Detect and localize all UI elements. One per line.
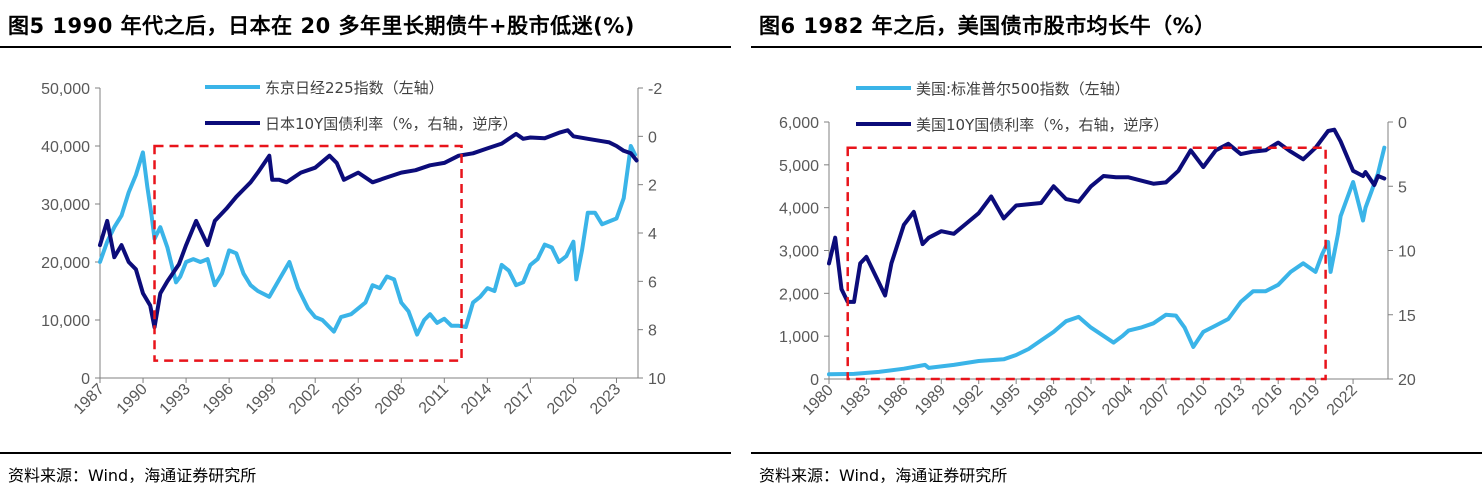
x-tick-label: 1989 [912,382,949,419]
x-tick-label: 2005 [329,381,366,418]
y-left-tick-label: 5,000 [779,158,819,175]
series-line-yield [98,128,639,330]
y-left-tick-label: 4,000 [779,201,819,218]
y-left-tick-label: 50,000 [41,81,90,98]
x-tick-label: 1998 [1024,382,1061,419]
source-note-left: 资料来源：Wind，海通证券研究所 [8,466,257,485]
x-tick-label: 1980 [800,382,837,419]
y-left-tick-label: 3,000 [779,244,819,261]
series-line-index [98,144,638,337]
x-tick-label: 1996 [200,381,237,418]
y-left-tick-label: 20,000 [41,255,90,272]
x-tick-label: 2002 [286,381,323,418]
x-tick-label: 1987 [71,381,108,418]
y-left-tick-label: 0 [81,371,90,388]
y-left-tick-label: 40,000 [41,139,90,156]
y-right-tick-label: 0 [648,129,657,146]
chart-panel-left: 图5 1990 年代之后，日本在 20 多年里长期债牛+股市低迷(%) 50,0… [0,0,731,493]
x-tick-label: 2004 [1099,382,1136,419]
chart-title-left: 图5 1990 年代之后，日本在 20 多年里长期债牛+股市低迷(%) [8,14,635,38]
x-tick-label: 1993 [157,381,194,418]
x-tick-label: 2022 [1324,382,1361,419]
y-right-tick-label: 0 [1398,115,1407,132]
x-tick-label: 2016 [1249,382,1286,419]
legend-label: 东京日经225指数（左轴） [265,79,444,97]
legend-label: 美国:标准普尔500指数（左轴） [916,80,1130,98]
x-tick-label: 2010 [1174,382,1211,419]
legend-label: 美国10Y国债利率（%，右轴，逆序） [916,116,1169,134]
y-left-tick-label: 6,000 [779,115,819,132]
chart-panel-right: 图6 1982 年之后，美国债市股市均长牛（%） 6,000 5,000 4,000… [751,0,1482,493]
y-right-tick-label: 6 [648,274,657,291]
y-left-tick-label: 2,000 [779,286,819,303]
y-left-tick-label: 30,000 [41,197,90,214]
x-tick-label: 2020 [544,381,581,418]
x-tick-label: 1983 [837,382,874,419]
x-tick-label: 2001 [1062,382,1099,419]
x-tick-label: 1986 [875,382,912,419]
x-tick-label: 2007 [1137,382,1174,419]
y-right-tick-label: -2 [648,81,662,98]
x-tick-label: 2017 [501,381,538,418]
x-tick-label: 1995 [987,382,1024,419]
x-tick-label: 2011 [416,381,452,417]
y-right-tick-label: 10 [1398,244,1416,261]
chart-right: 6,0005,0004,0003,0002,0001,0000051015201… [779,80,1416,419]
x-tick-label: 2019 [1286,382,1323,419]
source-rule-left [0,452,731,454]
y-left-tick-label: 0 [810,372,819,389]
y-left-tick-label: 1,000 [779,329,819,346]
x-tick-label: 1999 [243,381,280,418]
legend-label: 日本10Y国债利率（%，右轴，逆序） [265,115,518,133]
series-line-yield [827,127,1387,304]
title-rule-left [0,46,731,48]
x-tick-label: 2013 [1211,382,1248,419]
y-right-tick-label: 10 [648,371,666,388]
x-tick-label: 2014 [458,381,495,418]
y-right-tick-label: 5 [1398,179,1407,196]
highlight-box [153,144,463,362]
y-right-tick-label: 8 [648,323,657,340]
title-rule-right [751,46,1482,48]
source-rule-right [751,452,1482,454]
x-tick-label: 2023 [587,381,624,418]
chart-left: 50,000 40,000 30,000 20,000 10,000 0 -2 0 2 4 6 8 10… [41,79,666,418]
y-right-tick-label: 15 [1398,308,1416,325]
y-right-tick-label: 4 [648,226,657,243]
series-line-index [827,145,1387,377]
y-left-tick-label: 10,000 [41,313,90,330]
x-tick-label: 2008 [372,381,409,418]
source-note-right: 资料来源：Wind，海通证券研究所 [759,466,1008,485]
y-right-tick-label: 2 [648,178,657,195]
x-tick-label: 1990 [114,381,151,418]
y-right-tick-label: 20 [1398,372,1416,389]
highlight-box [846,146,1327,381]
x-tick-label: 1992 [949,382,986,419]
chart-title-right: 图6 1982 年之后，美国债市股市均长牛（%） [759,14,1216,38]
